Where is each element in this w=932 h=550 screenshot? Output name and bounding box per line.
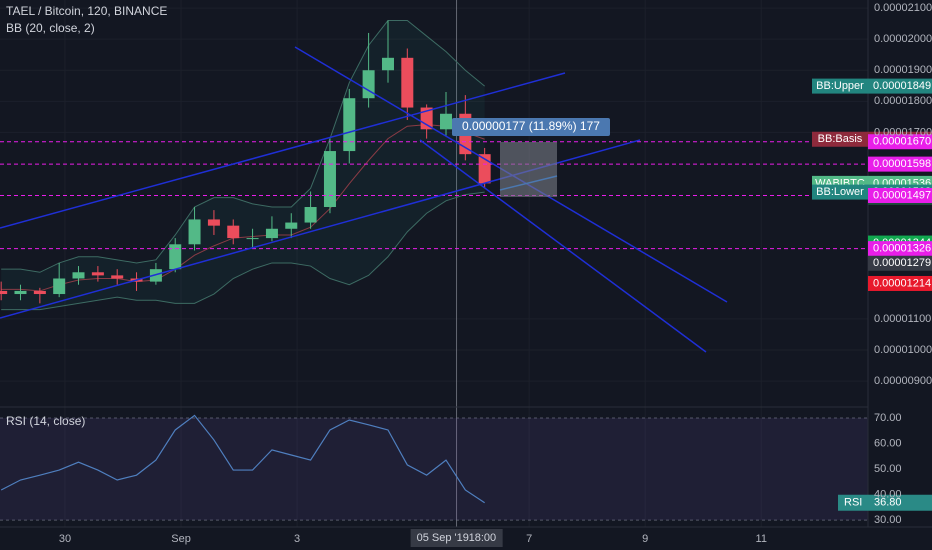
x-tick-label: 11 (756, 533, 767, 545)
price-badge (868, 134, 932, 150)
y-tick-label: 0.00001700 (874, 126, 932, 138)
candle-body (0, 290, 8, 295)
price-badge-value: 0.00001214 (873, 277, 931, 289)
x-tick-label: 30 (59, 533, 71, 545)
overlay: 0.00000177 (11.89%) 177 TAEL / Bitcoin, … (6, 4, 932, 547)
rsi-badge (838, 494, 932, 511)
y-tick-label: 30.00 (874, 514, 902, 526)
price-badge (868, 241, 932, 257)
candle-body (343, 98, 356, 152)
candle-body (420, 107, 433, 130)
price-badge (868, 78, 932, 94)
crosshair-date: 05 Sep '19 (417, 532, 469, 544)
price-badge-name-bg (812, 131, 868, 147)
crosshair-time: 18:00 (469, 532, 497, 544)
y-tick-label: 60.00 (874, 437, 902, 449)
chart-title: TAEL / Bitcoin, 120, BINANCE (6, 4, 167, 18)
price-badge-name-bg (812, 78, 868, 94)
y-tick-label: 0.00002000 (874, 33, 932, 45)
y-tick-label: 70.00 (874, 412, 902, 424)
trend-line (419, 139, 707, 353)
price-badge (868, 255, 932, 271)
grid (0, 0, 868, 527)
price-badge-value: 0.00001326 (873, 243, 931, 255)
candle-body (91, 272, 104, 276)
price-badge-value: 0.00001497 (873, 189, 931, 201)
y-tick-label: 0.00000900 (874, 375, 932, 387)
measure-label: 0.00000177 (11.89%) 177 (462, 119, 600, 133)
price-badge (868, 188, 932, 204)
y-tick-label: 50.00 (874, 463, 902, 475)
y-tick-label: 0.00001900 (874, 64, 932, 76)
y-tick-label: 0.00002100 (874, 2, 932, 14)
price-badge-value: 0.00001598 (873, 158, 931, 170)
y-tick-label: 0.00001100 (874, 313, 931, 325)
price-badge-name: BB:Basis (818, 133, 863, 145)
price-badge-value: 0.00001849 (873, 80, 931, 92)
y-tick-label: 0.00001800 (874, 95, 932, 107)
candle-body (246, 238, 259, 240)
candle-body (285, 222, 298, 229)
price-badge (868, 156, 932, 172)
candle-body (401, 57, 414, 108)
candle-body (265, 228, 278, 239)
price-badge-value: 0.00001670 (873, 136, 931, 148)
candle-body (111, 275, 124, 279)
rsi-title: RSI (14, close) (6, 414, 85, 428)
indicator-title: BB (20, close, 2) (6, 21, 95, 35)
price-badge-name: BB:Upper (816, 80, 864, 92)
measure-box (500, 142, 557, 197)
rsi-badge-value: 36.80 (874, 497, 902, 509)
bb-lower (1, 191, 485, 311)
x-tick-label: Sep (171, 533, 191, 545)
candle-body (169, 244, 182, 270)
x-tick-label: 7 (526, 533, 532, 545)
x-tick-label: 9 (642, 533, 648, 545)
candle-body (304, 207, 317, 223)
bb-upper (1, 20, 485, 273)
candle-body (207, 219, 220, 226)
candle-body (72, 272, 85, 279)
y-tick-label: 0.00001000 (874, 344, 932, 356)
candle-body (14, 290, 27, 295)
rsi-badge-name: RSI (844, 497, 862, 509)
price-badge-name-bg (812, 184, 868, 200)
rsi-line (0, 414, 485, 504)
candle-body (381, 57, 394, 71)
measure-label-bg (452, 118, 610, 136)
trend-line (0, 72, 566, 229)
price-badge (868, 275, 932, 291)
price-badge-value: 0.00001279 (873, 257, 931, 269)
measure-line (499, 175, 558, 191)
candle-body (440, 113, 453, 130)
candle-body (362, 70, 375, 99)
x-tick-label: 3 (294, 533, 300, 545)
candle-body (227, 225, 240, 239)
y-tick-label: 40.00 (874, 488, 902, 500)
price-badge-name: BB:Lower (816, 186, 864, 198)
bb-basis (1, 124, 485, 292)
candle-body (323, 151, 336, 208)
candle-body (188, 219, 201, 245)
candle-body (33, 290, 46, 295)
crosshair-label-bg (410, 529, 503, 547)
candle-body (53, 278, 66, 295)
